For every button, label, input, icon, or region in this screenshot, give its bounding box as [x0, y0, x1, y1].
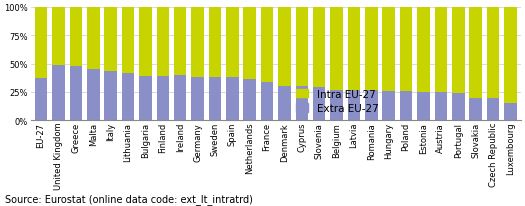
Bar	[313, 88, 326, 121]
Bar	[52, 8, 65, 65]
Bar	[383, 91, 395, 121]
Bar	[104, 72, 117, 121]
Bar	[330, 90, 343, 121]
Bar	[452, 94, 465, 121]
Bar	[278, 87, 291, 121]
Bar	[226, 78, 238, 121]
Bar	[365, 8, 377, 90]
Bar	[435, 92, 447, 121]
Bar	[296, 87, 308, 121]
Bar	[139, 8, 152, 77]
Bar	[469, 98, 482, 121]
Bar	[244, 8, 256, 80]
Bar	[348, 90, 360, 121]
Bar	[87, 8, 100, 70]
Bar	[504, 104, 517, 121]
Bar	[348, 8, 360, 90]
Bar	[383, 8, 395, 91]
Bar	[365, 90, 377, 121]
Bar	[244, 80, 256, 121]
Bar	[452, 8, 465, 94]
Bar	[330, 8, 343, 90]
Bar	[156, 8, 169, 77]
Bar	[469, 8, 482, 98]
Bar	[435, 8, 447, 92]
Bar	[296, 8, 308, 87]
Bar	[504, 8, 517, 104]
Bar	[487, 8, 499, 98]
Bar	[400, 91, 412, 121]
Bar	[122, 8, 134, 73]
Bar	[35, 79, 47, 121]
Bar	[122, 73, 134, 121]
Bar	[208, 78, 221, 121]
Bar	[52, 65, 65, 121]
Legend: Intra EU-27, Extra EU-27: Intra EU-27, Extra EU-27	[296, 89, 379, 113]
Bar	[139, 77, 152, 121]
Bar	[226, 8, 238, 78]
Bar	[400, 8, 412, 91]
Bar	[156, 77, 169, 121]
Bar	[70, 8, 82, 67]
Bar	[191, 78, 204, 121]
Bar	[208, 8, 221, 78]
Text: Source: Eurostat (online data code: ext_lt_intratrd): Source: Eurostat (online data code: ext_…	[5, 193, 253, 204]
Bar	[174, 8, 186, 76]
Bar	[417, 8, 430, 92]
Bar	[35, 8, 47, 79]
Bar	[191, 8, 204, 78]
Bar	[278, 8, 291, 87]
Bar	[174, 76, 186, 121]
Bar	[261, 8, 274, 82]
Bar	[87, 70, 100, 121]
Bar	[70, 67, 82, 121]
Bar	[487, 98, 499, 121]
Bar	[104, 8, 117, 72]
Bar	[313, 8, 326, 88]
Bar	[417, 92, 430, 121]
Bar	[261, 82, 274, 121]
